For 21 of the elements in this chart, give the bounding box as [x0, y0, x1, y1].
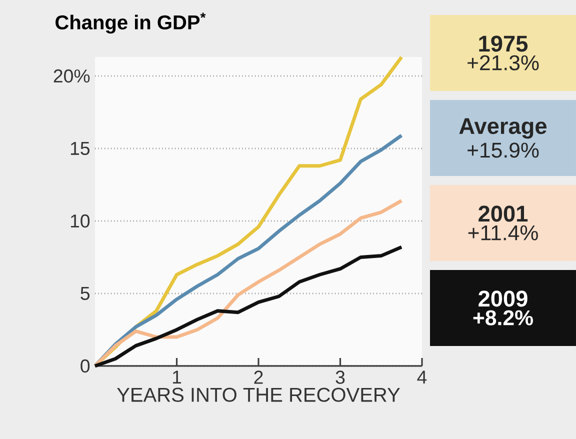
text: Average [459, 118, 547, 139]
text: +21.3% [468, 55, 539, 70]
y-tick-label: 5 [80, 286, 90, 300]
text: 1975 [479, 36, 528, 52]
text: +8.2% [473, 310, 533, 326]
x-axis-title: YEARS INTO THE RECOVERY [117, 388, 400, 402]
text: +15.9% [468, 142, 539, 158]
y-tick-label: 0 [80, 359, 90, 373]
chart-title: Change in GDP$^{*}$ [56, 12, 206, 34]
x-tick-label: 4 [417, 370, 427, 384]
y-tick-label: 20% [54, 69, 90, 83]
x-tick-label: 1 [172, 370, 182, 384]
x-tick-label: 2 [254, 370, 263, 384]
y-tick-label: 10 [70, 214, 90, 228]
line-series [93, 245, 404, 368]
text: 2009 [478, 290, 528, 307]
y-tick-label: 15 [70, 142, 90, 156]
text: +11.4% [468, 225, 538, 240]
text: 2001 [478, 206, 528, 222]
line-series [93, 134, 404, 368]
x-tick-label: 3 [336, 370, 345, 384]
